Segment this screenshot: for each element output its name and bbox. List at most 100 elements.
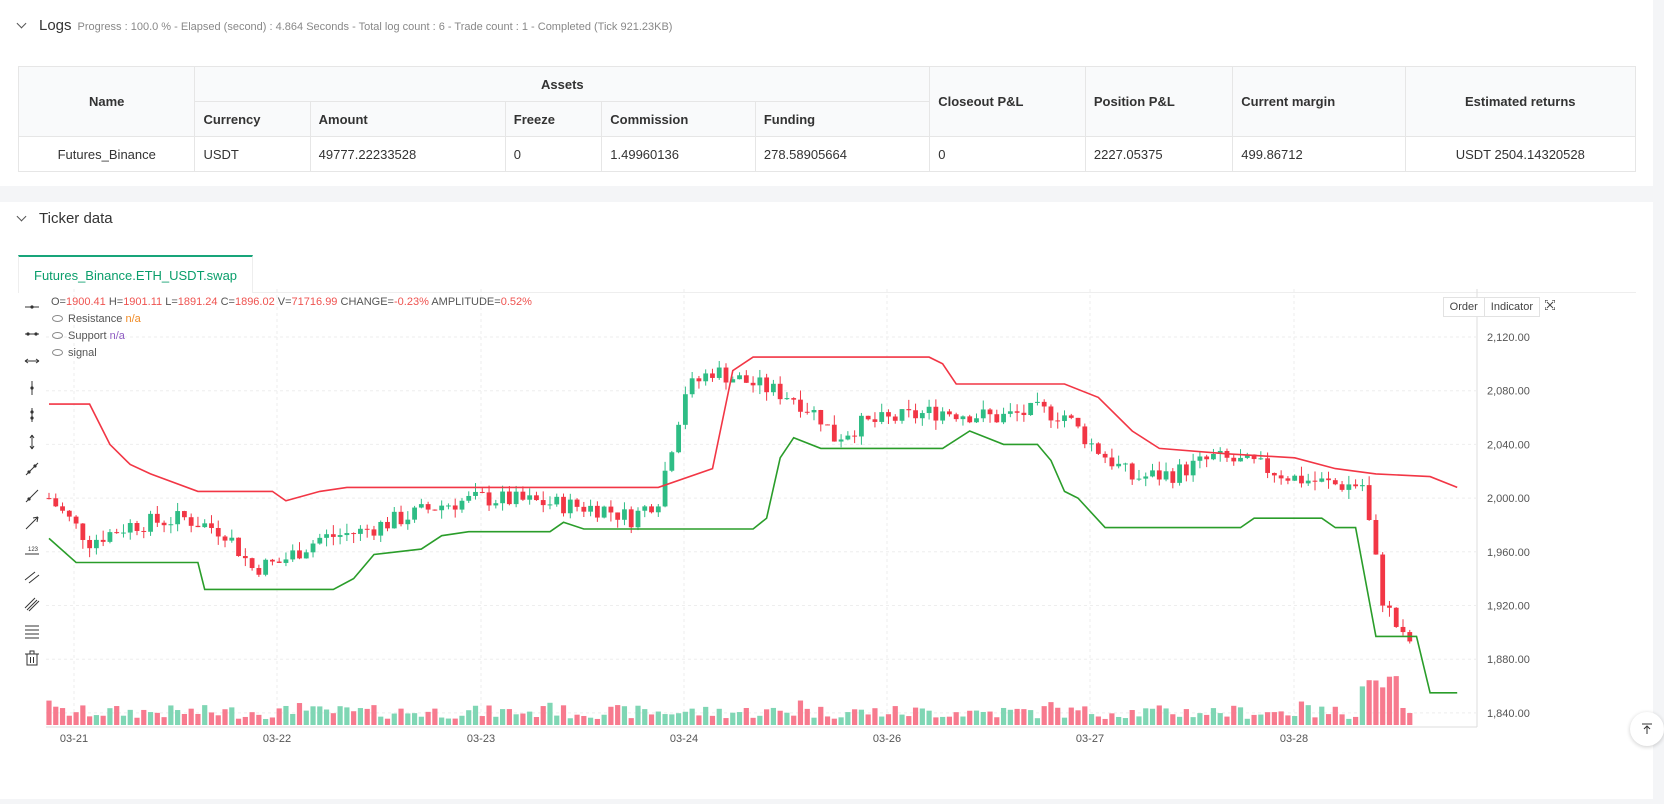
ray-line-icon[interactable] xyxy=(23,487,41,505)
volume-bar xyxy=(439,717,445,725)
logs-header[interactable]: Logs Progress : 100.0 % - Elapsed (secon… xyxy=(16,17,672,34)
volume-bar xyxy=(310,706,316,725)
candlestick-chart[interactable]: 2,120.00 2,080.00 2,040.00 2,000.00 1,960.00… xyxy=(46,289,1640,799)
parallel-channel-icon[interactable] xyxy=(23,568,41,586)
volume-bar xyxy=(161,717,167,725)
volume-bar xyxy=(269,717,276,725)
candle-body xyxy=(446,505,451,507)
candle-body xyxy=(1089,443,1094,445)
eye-icon[interactable] xyxy=(52,332,63,339)
candle-body xyxy=(649,506,654,513)
candle-body xyxy=(358,528,363,534)
volume-bar xyxy=(1088,714,1095,725)
candle-body xyxy=(506,491,512,505)
fib-levels-icon[interactable] xyxy=(23,622,41,640)
ticker-header[interactable]: Ticker data xyxy=(16,210,113,227)
candle-body xyxy=(1312,480,1318,482)
y-tick-label: 1,880.00 xyxy=(1487,654,1530,666)
volume-bar xyxy=(1095,716,1101,725)
volume-bar xyxy=(973,710,980,725)
candle-body xyxy=(60,506,65,511)
candle-body xyxy=(479,491,485,493)
candle-body xyxy=(622,509,627,520)
candle-body xyxy=(1150,470,1155,477)
legend-signal[interactable]: signal xyxy=(52,347,97,359)
extended-line-icon[interactable] xyxy=(23,352,41,370)
volume-bar xyxy=(865,714,871,725)
chart-svg[interactable]: 2,120.00 2,080.00 2,040.00 2,000.00 1,960.00… xyxy=(46,289,1640,799)
arrow-line-icon[interactable] xyxy=(23,514,41,532)
candle-body xyxy=(486,492,492,506)
pitchfork-icon[interactable] xyxy=(23,595,41,613)
candle-body xyxy=(1068,415,1074,418)
volume-bar xyxy=(1156,705,1162,725)
volume-bar xyxy=(723,718,729,725)
volume-bar xyxy=(1000,707,1007,725)
candle-body xyxy=(845,435,851,440)
volume-bar xyxy=(1325,714,1332,725)
col-position: Position P&L xyxy=(1084,66,1234,137)
order-button[interactable]: Order xyxy=(1442,297,1485,317)
legend-support[interactable]: Support n/a xyxy=(52,330,125,342)
eye-icon[interactable] xyxy=(52,349,63,356)
volume-bar xyxy=(66,715,72,725)
eye-icon[interactable] xyxy=(52,315,63,322)
candle-body xyxy=(1075,417,1081,427)
chevron-down-icon[interactable] xyxy=(16,211,27,222)
volume-bar xyxy=(202,705,208,725)
candle-body xyxy=(1278,475,1284,479)
volume-bar xyxy=(858,709,864,725)
volume-bar xyxy=(337,706,343,725)
candle-body xyxy=(127,523,133,533)
support-line xyxy=(48,430,1458,694)
tab-eth-usdt-swap[interactable]: Futures_Binance.ETH_USDT.swap xyxy=(18,255,254,293)
volume-bar xyxy=(757,715,763,725)
trash-icon[interactable] xyxy=(23,649,41,667)
candle-body xyxy=(1014,411,1020,413)
volume-bar xyxy=(824,716,831,725)
fullscreen-icon[interactable] xyxy=(1540,297,1560,317)
candle-body xyxy=(1305,480,1311,484)
volume-bar xyxy=(906,716,912,725)
ohlc-legend: O=1900.41 H=1901.11 L=1891.24 C=1896.02 … xyxy=(51,296,532,308)
horizontal-ray-icon[interactable] xyxy=(23,298,41,316)
price-label-icon[interactable]: 123 xyxy=(23,541,41,559)
volume-bar xyxy=(953,712,959,725)
vertical-line-icon[interactable] xyxy=(23,406,41,424)
candle-body xyxy=(1359,485,1365,487)
candle-body xyxy=(188,517,194,526)
volume-bar xyxy=(87,716,93,725)
chevron-down-icon[interactable] xyxy=(16,18,27,29)
volume-bar xyxy=(418,716,424,725)
col-amount: Amount xyxy=(309,101,506,137)
vertical-ray-icon[interactable] xyxy=(23,379,41,397)
volume-bar xyxy=(290,713,296,725)
volume-bar xyxy=(1048,702,1054,725)
candle-body xyxy=(364,528,370,530)
indicator-button[interactable]: Indicator xyxy=(1484,297,1540,317)
volume-bar xyxy=(736,712,743,725)
candle-body xyxy=(818,410,824,425)
col-currency: Currency xyxy=(194,101,311,137)
candle-body xyxy=(710,373,715,378)
volume-bar xyxy=(513,714,519,725)
trend-line-icon[interactable] xyxy=(23,460,41,478)
vertical-extended-icon[interactable] xyxy=(23,433,41,451)
scroll-top-button[interactable] xyxy=(1630,712,1664,746)
candle-body xyxy=(87,539,93,549)
candle-body xyxy=(168,524,174,526)
horizontal-line-icon[interactable] xyxy=(23,325,41,343)
candle-body xyxy=(879,412,885,422)
candle-body xyxy=(154,513,160,523)
volume-bar xyxy=(472,705,479,725)
volume-bar xyxy=(791,715,797,725)
candle-body xyxy=(906,409,912,411)
volume-bar xyxy=(540,706,546,725)
volume-bar xyxy=(378,716,384,725)
volume-bar xyxy=(852,709,858,725)
candle-body xyxy=(1332,480,1338,485)
legend-resistance[interactable]: Resistance n/a xyxy=(52,313,141,325)
candle-body xyxy=(716,367,722,378)
volume-bar xyxy=(1407,713,1413,725)
candle-body xyxy=(635,510,641,528)
